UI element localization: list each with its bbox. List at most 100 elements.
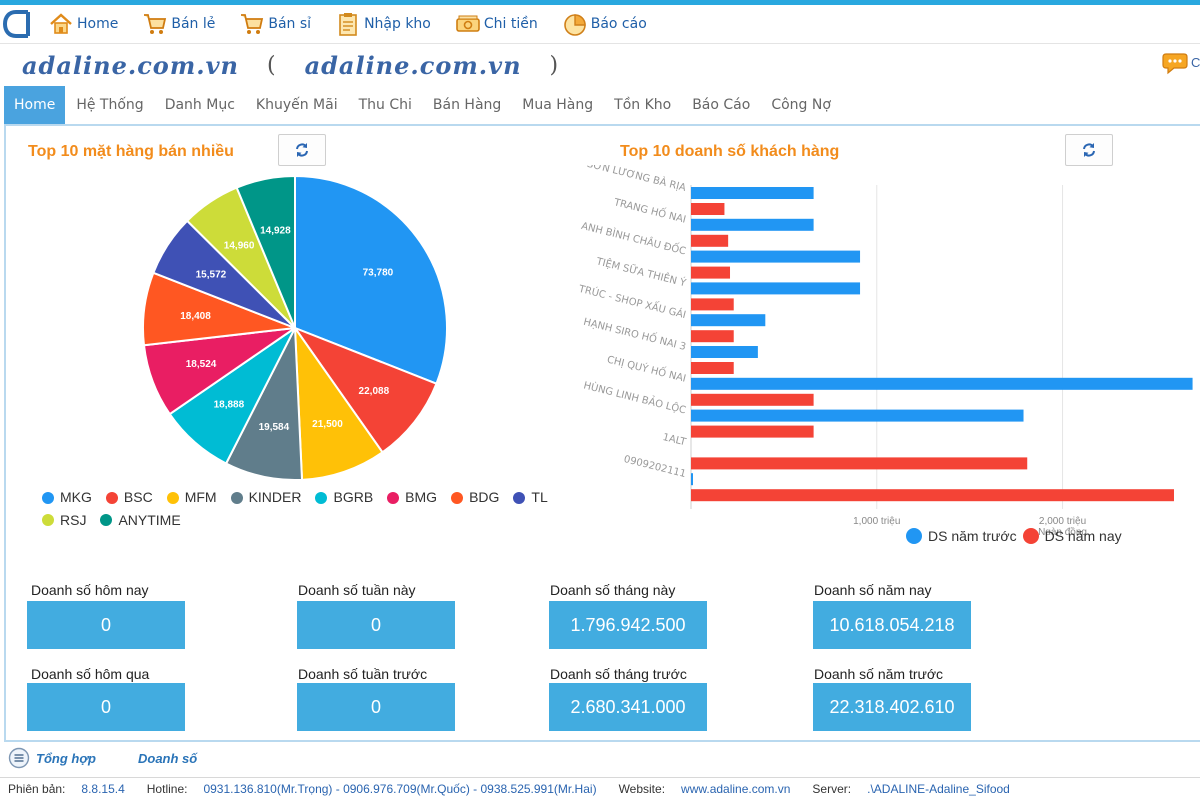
legend-swatch: [42, 514, 54, 526]
house-icon: [50, 13, 72, 34]
bar-last-year: [691, 346, 758, 358]
home-button-label: Home: [77, 16, 119, 32]
bar-this-year: [691, 203, 725, 215]
bar-chart-title: Top 10 doanh số khách hàng: [620, 143, 840, 160]
year-value: 10.618.054.218: [813, 601, 971, 649]
pie-refresh-button[interactable]: [278, 134, 326, 166]
customer-category-label: 1ALT: [661, 432, 687, 449]
legend-item-bgrb[interactable]: BGRB: [315, 487, 373, 508]
x-axis-unit: Ngàn đồng: [1038, 526, 1087, 535]
customer-category-label: TRANG HỐ NAI: [612, 194, 688, 226]
legend-item-tl[interactable]: TL: [513, 487, 548, 508]
legend-swatch: [387, 491, 400, 504]
bar-last-year: [691, 409, 1024, 422]
bar-this-year: [691, 362, 734, 374]
refresh-icon: [296, 143, 308, 157]
wholesale-button[interactable]: Bán sỉ: [239, 11, 311, 37]
customer-category-label: HẠNH SIRO HỐ NAI 3: [582, 314, 687, 353]
legend-swatch: [513, 491, 526, 504]
month-value: 1.796.942.500: [549, 601, 707, 649]
menu-debt[interactable]: Công Nợ: [771, 97, 831, 113]
list-circle-icon: [8, 747, 30, 769]
legend-label: TL: [531, 489, 548, 505]
bar-this-year: [691, 266, 731, 279]
menu-purchase[interactable]: Mua Hàng: [522, 97, 594, 113]
pie-slice-mfm: [293, 324, 384, 481]
bar-this-year: [691, 330, 734, 343]
legend-label: MFM: [184, 489, 217, 505]
pie-slice-value-label: 19,584: [259, 422, 290, 433]
pie-slice-value-label: 21,500: [312, 419, 343, 430]
version-value: 8.8.15.4: [81, 782, 125, 796]
toolbar-divider: [0, 43, 1200, 44]
legend-label: MKG: [60, 489, 92, 505]
legend-item-anytime[interactable]: ANYTIME: [100, 510, 181, 531]
legend-item-mfm[interactable]: MFM: [166, 487, 217, 508]
menu-home[interactable]: Home: [4, 86, 66, 124]
pie-slice-mkg: [294, 174, 448, 385]
week-value: 0: [297, 601, 455, 649]
legend-label: RSJ: [60, 511, 87, 528]
pie-slice-value-label: 18,408: [180, 311, 211, 322]
legend-label: DS năm nay: [1044, 528, 1122, 544]
legend-item-kinder[interactable]: KINDER: [230, 487, 302, 508]
retail-button[interactable]: Bán lẻ: [142, 11, 215, 37]
legend-item-bdg[interactable]: BDG: [451, 487, 499, 508]
legend-label: BGRB: [333, 489, 374, 505]
legend-label: ANYTIME: [118, 511, 181, 528]
bar-refresh-button[interactable]: [1065, 134, 1113, 166]
menu-reports[interactable]: Báo Cáo: [692, 97, 751, 113]
menu-inventory[interactable]: Tồn Kho: [614, 97, 672, 113]
yesterday-label: Doanh số hôm qua: [31, 666, 150, 682]
bar-this-year: [691, 234, 729, 247]
legend-item-bmg[interactable]: BMG: [387, 487, 437, 508]
customer-category-label: ANH BÌNH CHÂU ĐỐC: [580, 218, 688, 258]
bar-this-year: [691, 425, 814, 438]
legend-item-bsc[interactable]: BSC: [105, 487, 153, 508]
home-button[interactable]: Home: [48, 11, 118, 37]
menu-sales[interactable]: Bán Hàng: [432, 97, 502, 113]
menu-income-expense[interactable]: Thu Chi: [358, 97, 412, 113]
import-button[interactable]: Nhập kho: [335, 11, 431, 37]
pie-slice-value-label: 22,088: [359, 386, 390, 397]
pie-chart-title: Top 10 mặt hàng bán nhiều: [28, 143, 234, 160]
legend-item-rsj[interactable]: RSJ: [42, 510, 86, 531]
tab-summary[interactable]: Tổng hợp: [8, 747, 96, 769]
pie-slice-value-label: 14,928: [260, 226, 291, 237]
today-value: 0: [27, 601, 185, 649]
tab-revenue[interactable]: Doanh số: [138, 751, 197, 766]
pie-slice-value-label: 14,960: [224, 241, 255, 252]
brand-site-name: adaline.com.vn: [22, 50, 239, 80]
top-products-pie-chart: 73,780 22,088 21,500 19,584 18,888 18,524 18,4…: [142, 174, 448, 481]
report-button[interactable]: Báo cáo: [562, 11, 647, 37]
last-week-label: Doanh số tuần trước: [298, 666, 428, 682]
menu-promotion[interactable]: Khuyến Mãi: [255, 97, 338, 113]
bar-legend-item[interactable]: DS năm nay: [1022, 528, 1122, 544]
bar-last-year: [691, 377, 1193, 390]
last-week-value: 0: [297, 683, 455, 731]
chat-bubble-icon[interactable]: [1162, 51, 1190, 75]
bar-legend-item[interactable]: DS năm trước: [906, 528, 1017, 544]
bar-legend: DS năm trước DS năm nay: [906, 528, 1128, 544]
menu-catalog[interactable]: Danh Mục: [164, 97, 235, 113]
legend-swatch: [230, 491, 243, 504]
wholesale-button-label: Bán sỉ: [268, 16, 312, 32]
pie-report-icon: [563, 14, 586, 36]
menu-system[interactable]: Hệ Thống: [76, 97, 144, 113]
bar-this-year: [691, 457, 1028, 470]
legend-item-mkg[interactable]: MKG: [42, 487, 92, 508]
legend-swatch: [451, 491, 464, 504]
shopping-cart-icon: [241, 14, 264, 34]
report-button-label: Báo cáo: [590, 16, 647, 32]
import-button-label: Nhập kho: [364, 16, 431, 32]
chat-label[interactable]: C: [1191, 55, 1200, 70]
last-year-value: 22.318.402.610: [813, 683, 971, 731]
shopping-cart-icon: [144, 14, 167, 34]
clipboard-icon: [339, 13, 357, 36]
pie-slice-value-label: 15,572: [196, 269, 227, 280]
website-link[interactable]: www.adaline.com.vn: [681, 782, 791, 796]
customer-category-label: TRÚC - SHOP XẤU GÁI: [577, 281, 688, 321]
expense-button[interactable]: Chi tiền: [455, 11, 538, 37]
pie-legend: MKG BSC MFM KINDER BGRB BMG BDG TL RSJ ANYTIME: [42, 487, 572, 532]
legend-label: KINDER: [248, 489, 302, 505]
